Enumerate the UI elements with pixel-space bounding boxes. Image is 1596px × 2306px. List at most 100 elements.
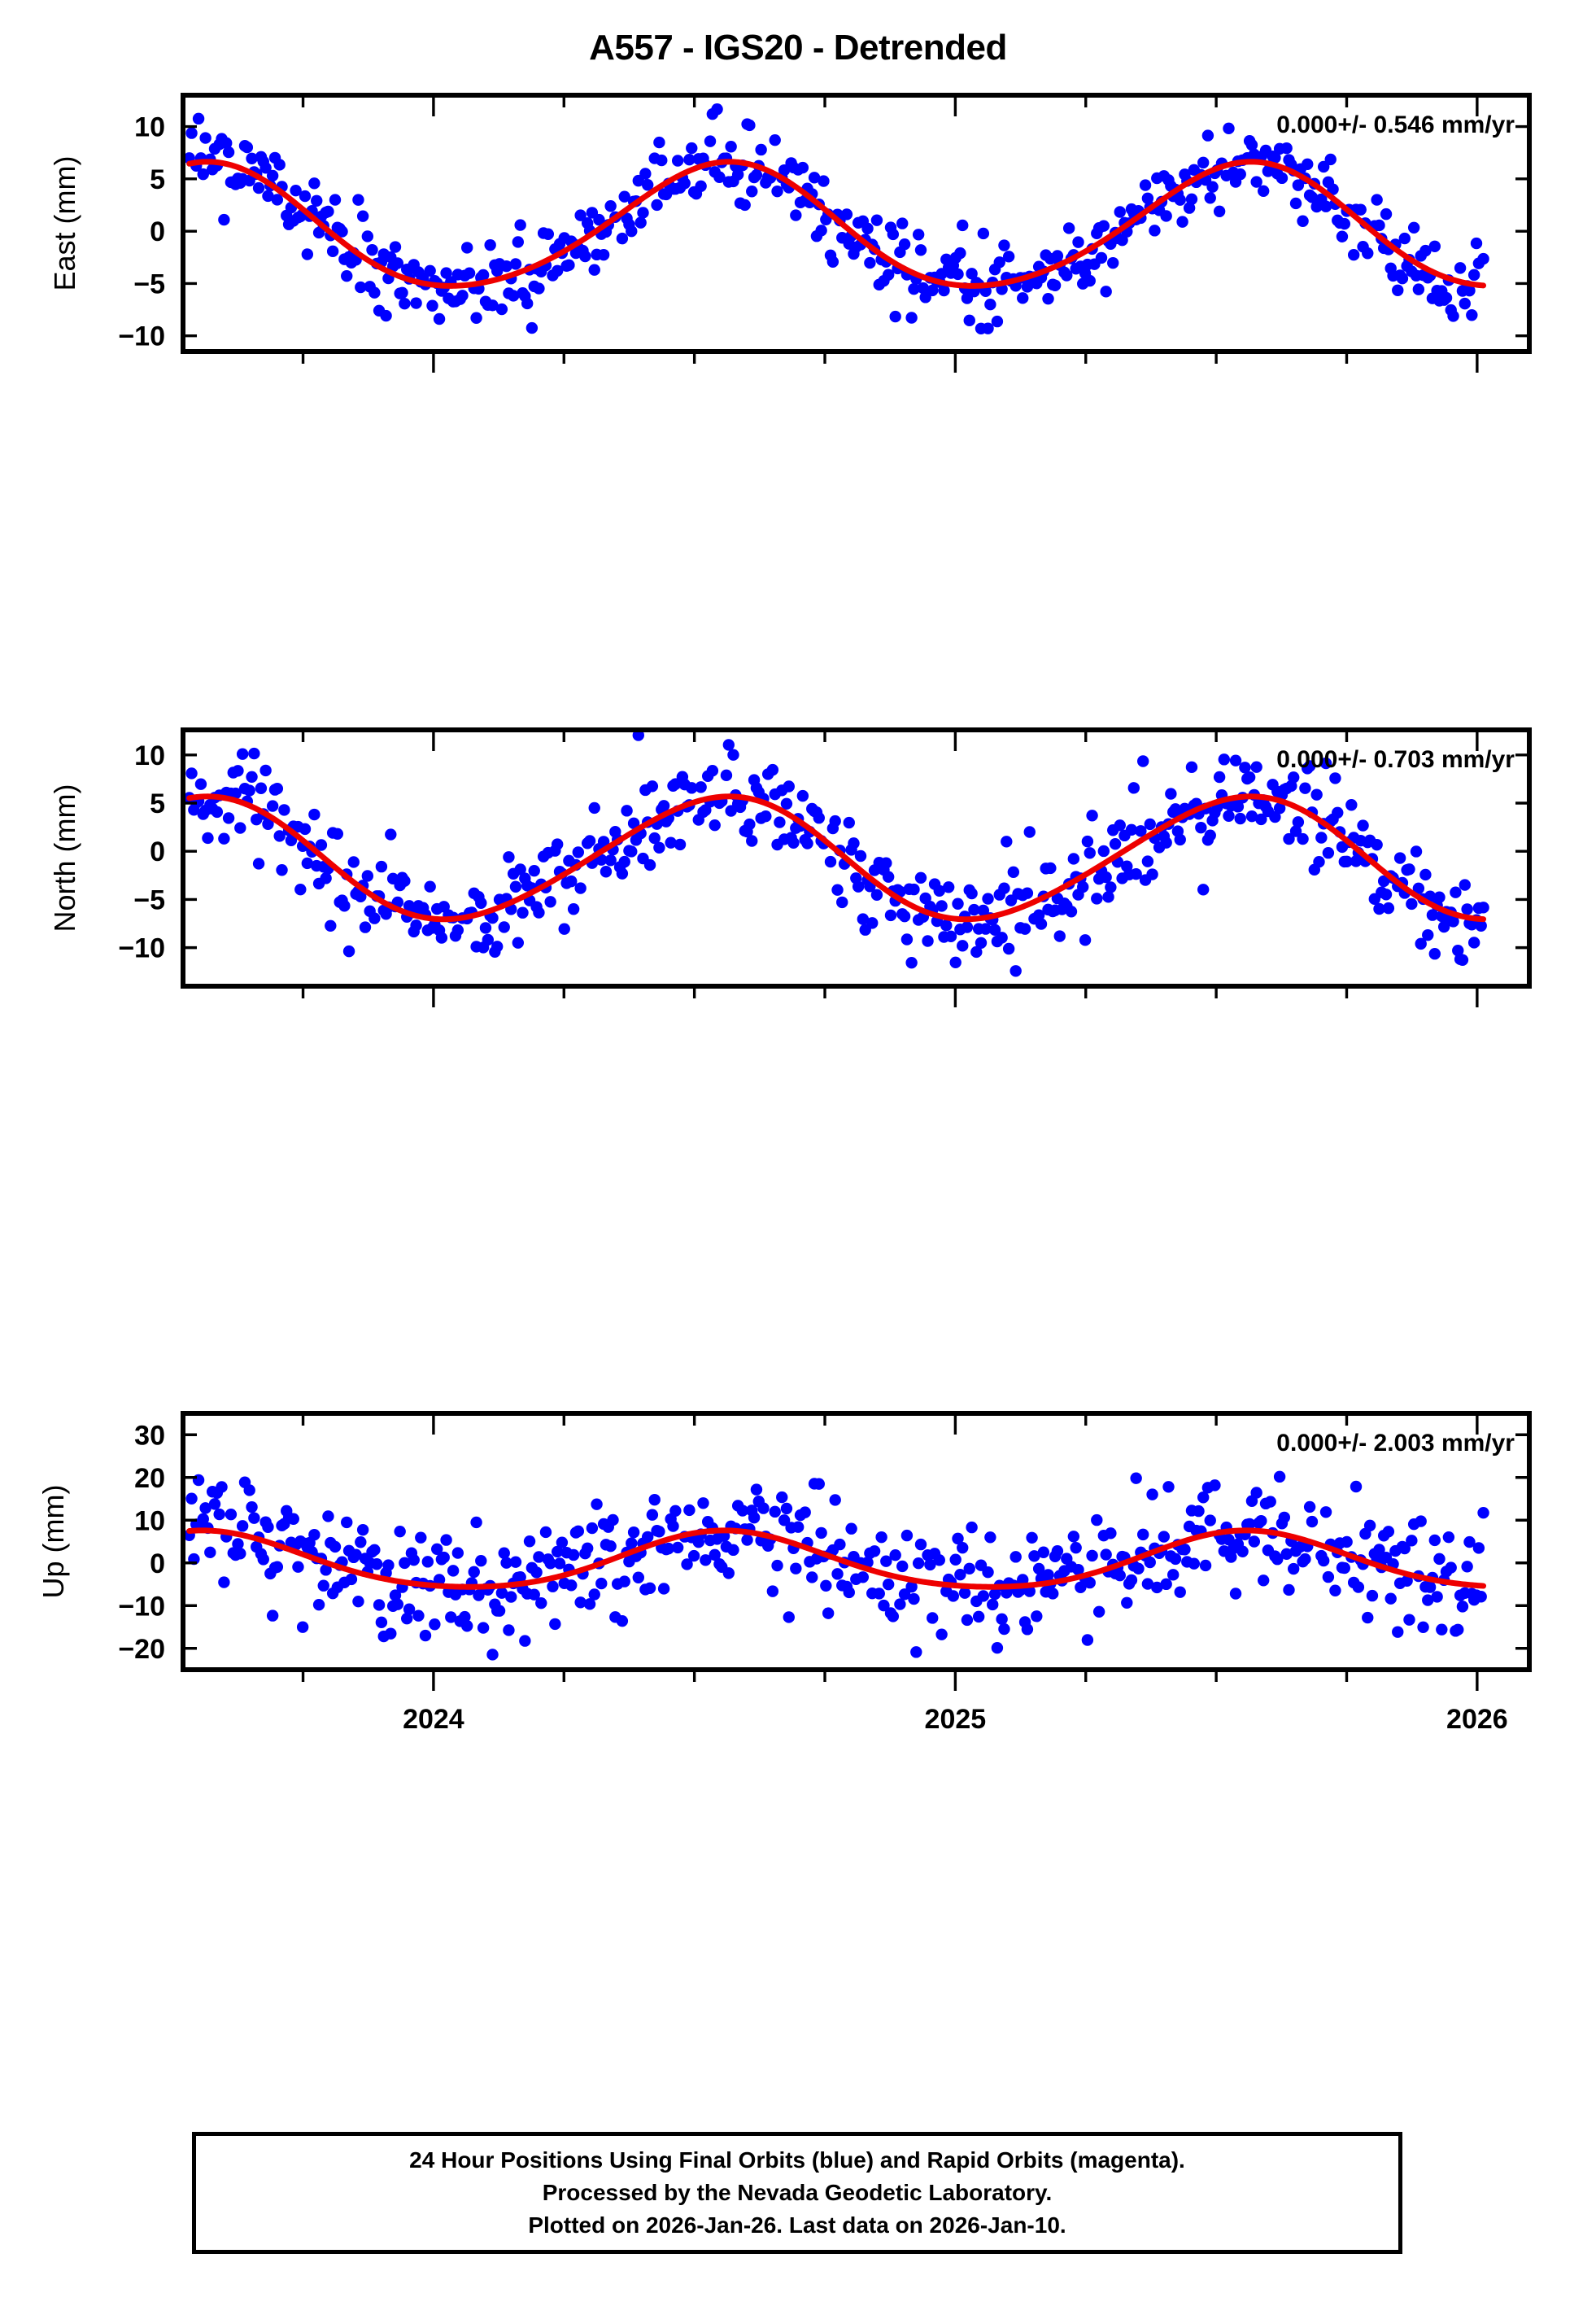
data-point <box>588 801 600 815</box>
data-point <box>866 917 879 929</box>
data-point <box>403 1603 416 1615</box>
data-point <box>963 314 975 327</box>
data-point <box>243 784 255 797</box>
data-point <box>1229 754 1242 766</box>
data-point <box>894 1598 906 1610</box>
data-point <box>329 1540 342 1553</box>
x-tick-label: 2024 <box>403 386 464 391</box>
data-point <box>574 209 587 221</box>
data-point <box>912 229 925 241</box>
data-point <box>1213 771 1226 784</box>
data-point <box>368 912 381 924</box>
data-point <box>1135 825 1147 837</box>
data-point <box>991 1641 1004 1654</box>
data-point <box>1366 1589 1379 1602</box>
data-point <box>935 900 948 912</box>
data-point <box>1028 1550 1040 1562</box>
rate-annotation: 0.000+/- 0.703 mm/yr <box>1276 746 1515 773</box>
data-point <box>375 1616 388 1629</box>
data-point <box>1452 1623 1464 1636</box>
data-point <box>243 1484 255 1496</box>
data-point <box>1169 803 1182 815</box>
data-point <box>632 1571 644 1583</box>
data-point <box>1461 1561 1473 1573</box>
data-point <box>799 1506 811 1518</box>
data-point <box>1406 898 1418 911</box>
data-point <box>905 312 918 324</box>
data-point <box>709 1548 721 1561</box>
data-point <box>528 1588 540 1601</box>
data-point <box>988 924 1001 936</box>
data-point <box>882 269 895 281</box>
data-point <box>843 1586 855 1599</box>
data-point <box>720 769 733 782</box>
data-point <box>648 1493 661 1506</box>
data-point <box>626 1537 638 1549</box>
data-point <box>475 1554 487 1567</box>
data-point <box>908 283 920 295</box>
data-point <box>722 1567 735 1579</box>
data-point <box>533 282 545 295</box>
data-point <box>588 1588 600 1601</box>
data-point <box>616 1614 629 1627</box>
data-point <box>1467 937 1480 949</box>
data-point <box>361 230 374 242</box>
data-point <box>1146 1488 1158 1500</box>
data-point <box>857 913 870 925</box>
data-point <box>294 883 307 896</box>
data-point <box>470 312 482 324</box>
data-point <box>586 1522 599 1535</box>
data-point <box>725 141 737 153</box>
data-point <box>477 269 490 282</box>
data-point <box>787 836 800 849</box>
data-point <box>556 1536 569 1548</box>
fit-curve <box>186 159 1487 289</box>
data-point <box>311 194 323 207</box>
y-axis-label: North (mm) <box>48 784 81 932</box>
data-point <box>1081 835 1094 848</box>
data-point <box>371 1558 383 1570</box>
data-point <box>674 838 687 851</box>
data-point <box>1297 832 1309 845</box>
data-point <box>1278 1511 1291 1524</box>
y-tick-label: 20 <box>134 1463 165 1494</box>
data-point <box>498 1547 510 1559</box>
data-point <box>1162 1481 1175 1493</box>
data-point <box>382 1559 395 1571</box>
data-point <box>1160 1578 1172 1591</box>
data-point <box>1067 853 1080 865</box>
data-point <box>470 1516 482 1529</box>
data-point <box>1392 1626 1404 1638</box>
data-point <box>1158 1531 1171 1543</box>
data-point <box>882 1578 895 1591</box>
data-point <box>836 896 848 909</box>
data-point <box>700 1554 712 1566</box>
data-point <box>232 765 244 777</box>
data-point <box>1197 884 1210 896</box>
data-point <box>1185 193 1198 205</box>
data-point <box>1428 240 1441 252</box>
data-point <box>914 871 927 884</box>
data-point <box>1324 153 1337 166</box>
caption-box: 24 Hour Positions Using Final Orbits (bl… <box>192 2132 1402 2254</box>
data-point <box>1095 251 1108 264</box>
data-point <box>549 1618 561 1631</box>
data-point <box>769 134 781 146</box>
data-point <box>949 1553 962 1566</box>
data-point <box>399 297 411 310</box>
data-point <box>1067 1531 1080 1543</box>
data-point <box>790 209 802 221</box>
data-point <box>197 1513 209 1526</box>
data-point <box>1097 220 1110 232</box>
plot-frame <box>181 1411 1532 1672</box>
data-point <box>746 186 758 198</box>
data-point <box>632 732 644 741</box>
data-point <box>1239 762 1251 774</box>
data-point <box>822 1607 835 1619</box>
data-point <box>1105 1527 1117 1540</box>
data-point <box>651 199 663 212</box>
data-point <box>1141 192 1154 204</box>
data-point <box>641 1531 654 1544</box>
data-point <box>1345 799 1358 811</box>
data-point <box>1354 203 1367 216</box>
